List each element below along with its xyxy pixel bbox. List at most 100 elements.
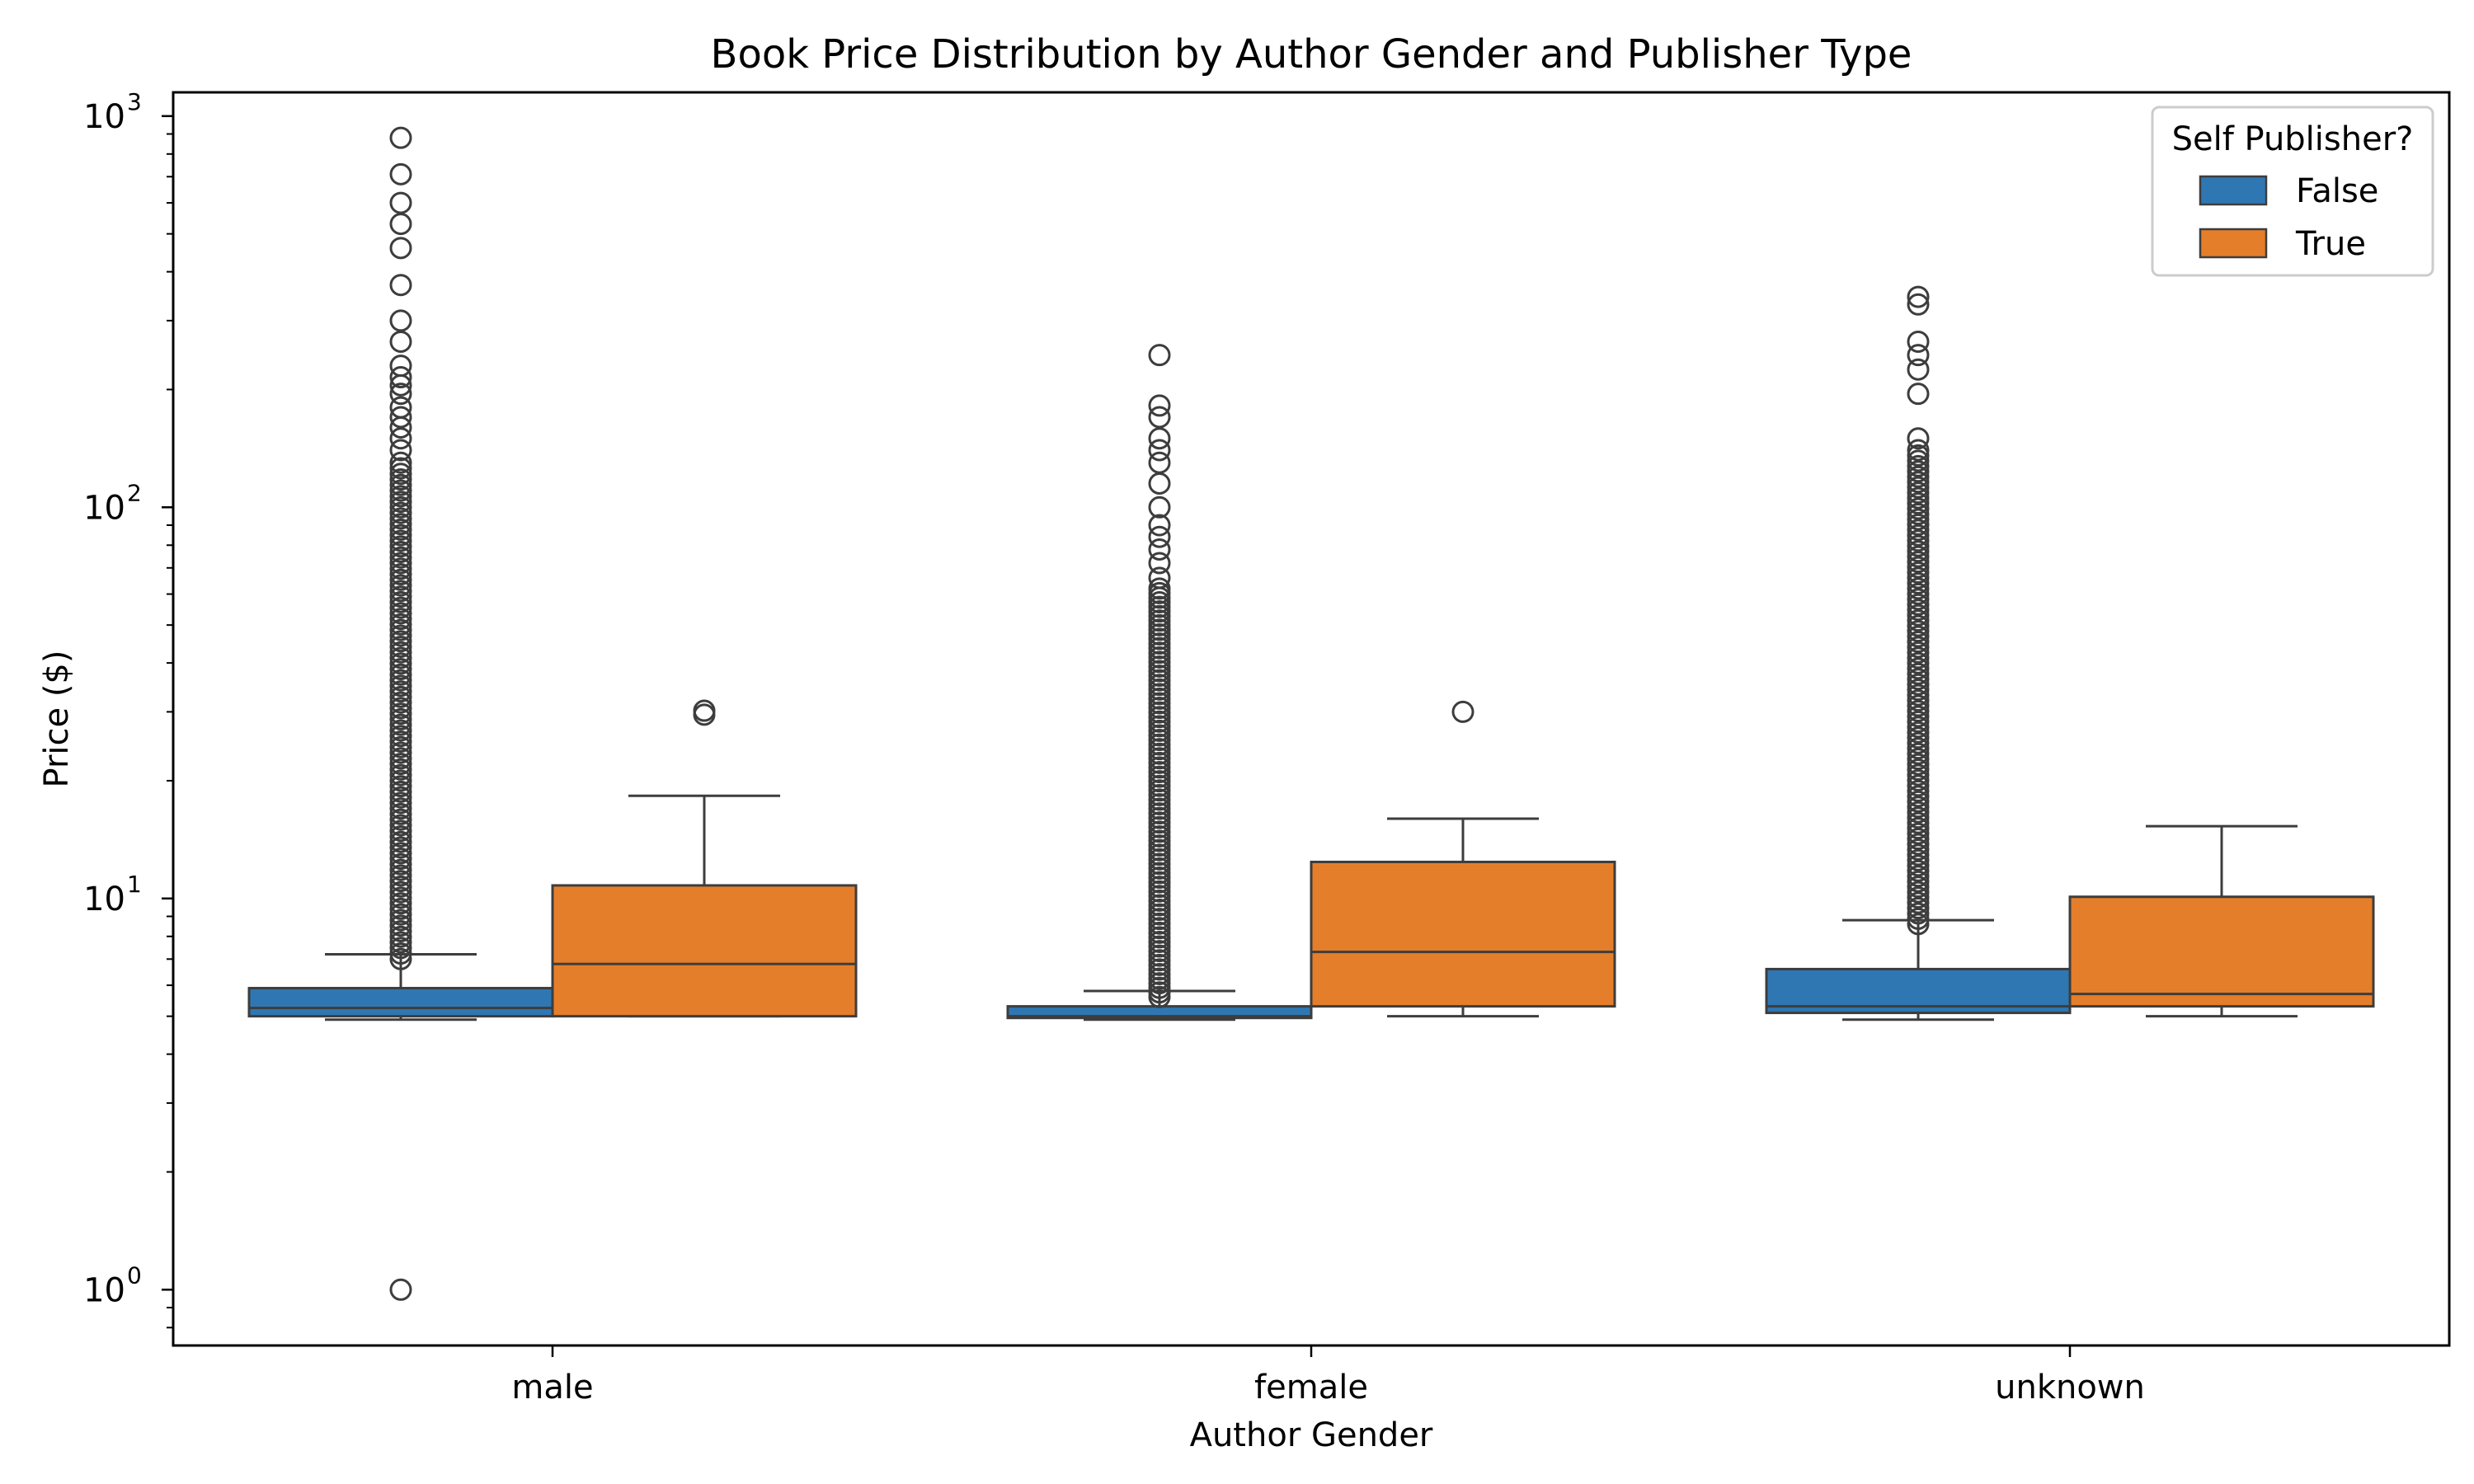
outlier-point [1148,472,1171,495]
outlier-point [389,763,412,787]
outlier-point [1907,551,1930,574]
outlier-point [1907,811,1930,834]
outlier-point [693,699,716,722]
outlier-point [389,914,412,937]
outlier-point [1907,571,1930,594]
outlier-point [389,580,412,603]
outlier-point [1907,344,1930,367]
outlier-point [389,897,412,920]
outlier-point [389,463,412,486]
outlier-point [1907,907,1930,930]
outlier-point [1907,838,1930,861]
outlier-point [389,730,412,753]
outlier-point [1907,625,1930,648]
legend-label-false: False [2296,172,2378,210]
outlier-point [389,427,412,450]
outlier-point [389,775,412,798]
outlier-point [389,557,412,580]
outlier-point [389,652,412,675]
outlier-point [389,485,412,508]
outlier-point [389,819,412,843]
outlier-point [389,830,412,853]
legend: Self Publisher? False True [2151,106,2434,277]
outlier-point [389,680,412,703]
outlier-point [1907,689,1930,712]
legend-swatch-false [2199,175,2268,206]
outlier-point [389,590,412,613]
outlier-point [389,596,412,619]
y-tick-exponent: 3 [127,88,142,115]
box-true-female [1310,700,1616,1018]
outlier-point [389,630,412,653]
outlier-point [1148,406,1171,429]
x-tick-label: male [511,1369,593,1407]
outlier-point [1907,828,1930,851]
outlier-point [1907,790,1930,813]
outlier-point [389,842,412,865]
outlier-point [1907,848,1930,871]
outlier-point [1907,817,1930,840]
outlier-point [1148,525,1171,548]
plot-area [247,126,2375,1301]
outlier-point [1907,540,1930,563]
outlier-point [389,702,412,726]
outlier-point [1907,599,1930,622]
outlier-point [389,451,412,474]
outlier-point [389,741,412,764]
outlier-point [389,735,412,758]
outlier-point [389,858,412,881]
box-false-male [247,126,554,1301]
outlier-point [1907,631,1930,654]
outlier-point [1907,822,1930,845]
y-tick-exponent: 0 [127,1261,142,1289]
outlier-point [1907,577,1930,600]
outlier-point [1907,519,1930,542]
outlier-point [1907,593,1930,616]
outlier-point [389,1278,412,1301]
outlier-point [389,495,412,519]
outlier-point [1148,344,1171,367]
outlier-point [389,191,412,214]
outlier-point [389,875,412,898]
outlier-point [1907,705,1930,728]
outlier-point [1907,774,1930,797]
outlier-point [389,274,412,297]
outlier-point [1907,796,1930,819]
legend-label-true: True [2295,225,2366,263]
outlier-point [1907,566,1930,589]
outlier-point [389,309,412,332]
outlier-point [389,641,412,664]
outlier-point [1907,603,1930,627]
outlier-point [1907,513,1930,536]
outlier-point [1907,753,1930,776]
outlier-point [1907,465,1930,488]
outlier-point [1907,683,1930,707]
outlier-point [389,473,412,496]
outlier-point [389,791,412,815]
outlier-point [1907,476,1930,499]
outlier-point [389,824,412,848]
outlier-point [389,457,412,480]
outlier-point [389,330,412,353]
outlier-point [389,669,412,692]
outlier-point [389,707,412,730]
outlier-point [1907,651,1930,674]
outlier-point [1907,534,1930,557]
box-iqr [2068,895,2375,1008]
outlier-point [1148,566,1171,589]
outlier-point [1907,614,1930,637]
outlier-point [389,563,412,586]
outlier-point [389,491,412,514]
outlier-point [1907,891,1930,914]
outlier-point [389,396,412,419]
legend-swatch-true [2199,228,2268,259]
outlier-point [389,881,412,904]
outlier-point [1907,657,1930,680]
chart-title: Book Price Distribution by Author Gender… [711,31,1912,77]
outlier-point [389,925,412,948]
plot-frame [172,91,2451,1347]
outlier-point [1907,748,1930,771]
y-tick-exponent: 2 [127,479,142,506]
outlier-point [389,797,412,820]
